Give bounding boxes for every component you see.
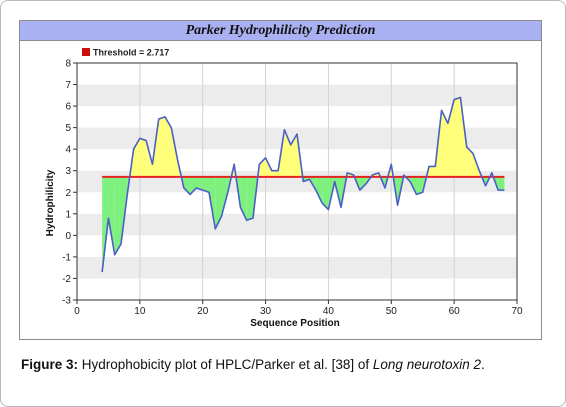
grid-band — [77, 213, 517, 236]
x-tick-label: 0 — [74, 306, 80, 317]
x-tick-label: 60 — [449, 306, 461, 317]
fill-above-threshold — [429, 166, 436, 177]
caption-italic: Long neurotoxin 2 — [372, 357, 481, 372]
fill-below-threshold — [196, 176, 203, 191]
y-tick-label: -2 — [62, 274, 71, 285]
x-tick-label: 20 — [197, 306, 209, 317]
chart-title: Parker Hydrophilicity Prediction — [185, 22, 376, 38]
figure-caption: Figure 3: Hydrophobicity plot of HPLC/Pa… — [21, 355, 547, 374]
x-tick-label: 40 — [323, 306, 335, 317]
plot-area: -3 -2 -1 0 1 2 3 4 5 6 7 8 0 10 20 30 40 50 60 70 Threshol… — [45, 48, 523, 330]
legend: Threshold = 2.717 — [82, 48, 169, 58]
x-tick-label: 30 — [260, 306, 272, 317]
fill-above-threshold — [460, 97, 467, 177]
fill-above-threshold — [290, 134, 297, 177]
y-tick-label: 5 — [65, 123, 71, 134]
chart-panel: Parker Hydrophilicity Prediction -3 -2 -1 0… — [19, 20, 542, 340]
fill-below-threshold — [498, 176, 505, 191]
fill-above-threshold — [158, 116, 165, 177]
y-tick-labels: -3 -2 -1 0 1 2 3 4 5 6 7 8 — [62, 59, 77, 307]
y-tick-label: 0 — [65, 231, 71, 242]
series-group — [101, 96, 505, 273]
fill-below-threshold — [202, 176, 209, 193]
fill-above-threshold — [466, 147, 473, 177]
fill-below-threshold — [359, 176, 367, 191]
legend-marker — [82, 48, 90, 56]
fill-above-threshold — [139, 138, 147, 177]
caption-label: Figure 3: — [21, 357, 79, 372]
fill-below-threshold — [315, 176, 323, 204]
fill-below-threshold — [246, 176, 253, 221]
plot-border — [76, 62, 518, 301]
fill-above-threshold — [441, 110, 448, 177]
x-tick-label: 50 — [386, 306, 398, 317]
fill-below-threshold — [102, 176, 109, 272]
chart-title-bar: Parker Hydrophilicity Prediction — [20, 21, 541, 41]
y-tick-label: 2 — [65, 188, 71, 199]
fill-below-threshold — [108, 176, 115, 255]
x-tick-label: 10 — [134, 306, 146, 317]
fill-below-threshold — [183, 176, 191, 195]
x-tick-label: 70 — [511, 306, 523, 317]
caption-text: Hydrophobicity plot of HPLC/Parker et al… — [78, 357, 373, 372]
fill-above-threshold — [171, 127, 178, 177]
grid-band — [77, 256, 517, 279]
y-tick-label: 8 — [65, 59, 71, 70]
fill-above-threshold — [259, 157, 266, 177]
y-tick-label: 1 — [65, 209, 71, 220]
y-axis-label: Hydrophilicity — [45, 169, 56, 236]
x-tick-labels: 0 10 20 30 40 50 60 70 — [74, 300, 523, 317]
y-tick-label: -1 — [62, 252, 71, 263]
y-tick-label: 3 — [65, 166, 71, 177]
y-tick-label: -3 — [62, 296, 71, 307]
fill-above-threshold — [165, 116, 172, 177]
legend-label: Threshold = 2.717 — [93, 48, 169, 58]
y-tick-label: 4 — [65, 145, 71, 156]
grid-band — [77, 84, 517, 107]
fill-above-threshold — [146, 140, 153, 177]
fill-below-threshold — [416, 176, 423, 195]
fill-below-threshold — [190, 176, 197, 195]
fill-above-threshold — [271, 170, 279, 177]
y-tick-label: 7 — [65, 80, 71, 91]
area-fills — [102, 97, 505, 272]
x-axis-label: Sequence Position — [250, 318, 339, 329]
fill-below-threshold — [322, 176, 329, 210]
fill-above-threshold — [454, 97, 461, 177]
fill-below-threshold — [221, 176, 228, 216]
fill-below-threshold — [114, 176, 121, 255]
y-tick-label: 6 — [65, 102, 71, 113]
fill-below-threshold — [215, 176, 222, 229]
series-line-hydrophilicity — [101, 96, 505, 273]
caption-end: . — [481, 357, 485, 372]
